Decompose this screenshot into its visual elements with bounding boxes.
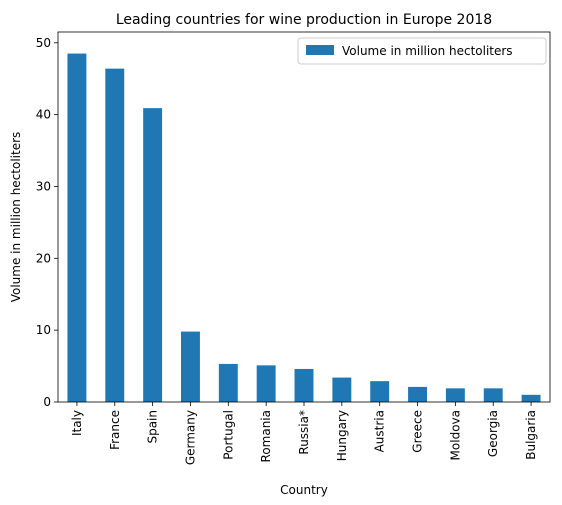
x-tick-label: Bulgaria [524, 410, 538, 460]
bar-russia [294, 368, 314, 402]
x-axis: Italy France Spain Germany Portugal Romania Ru… [70, 402, 538, 465]
bar-greece [408, 386, 427, 402]
x-tick-label: France [108, 410, 122, 450]
x-tick-label: Portugal [221, 410, 235, 460]
y-tick-label: 40 [36, 108, 51, 122]
plot-frame [57, 31, 551, 403]
y-tick-label: 10 [36, 323, 51, 337]
bar-hungary [332, 377, 352, 402]
bar-moldova [445, 388, 465, 402]
bar-spain [143, 108, 163, 403]
legend-label: Volume in million hectoliters [342, 44, 513, 58]
x-tick-label: Hungary [335, 410, 349, 461]
bar-bulgaria [521, 394, 541, 402]
bar-austria [370, 381, 390, 402]
legend-swatch [306, 45, 334, 55]
y-tick-label: 0 [43, 395, 51, 409]
legend-box [297, 37, 547, 65]
bar-italy [67, 53, 87, 402]
y-tick-label: 30 [36, 179, 51, 193]
x-tick-label: Russia* [297, 410, 311, 455]
x-tick-label: Austria [373, 410, 387, 452]
x-tick-label: Germany [183, 410, 197, 465]
chart-title: Leading countries for wine production in… [116, 12, 492, 28]
legend: Volume in million hectoliters [297, 37, 547, 65]
bars-group [67, 53, 541, 403]
y-axis: 0 10 20 30 40 50 [36, 36, 58, 409]
x-tick-label: Greece [411, 410, 425, 453]
bar-portugal [218, 363, 238, 402]
bar-germany [181, 331, 200, 402]
x-tick-label: Italy [70, 410, 84, 436]
x-tick-label: Spain [146, 410, 160, 444]
bar-georgia [483, 388, 503, 402]
x-tick-label: Georgia [486, 410, 500, 457]
x-tick-label: Moldova [448, 410, 462, 460]
x-axis-label: Country [280, 483, 328, 497]
y-axis-label: Volume in million hectoliters [9, 132, 23, 303]
bar-france [105, 68, 125, 402]
x-tick-label: Romania [259, 410, 273, 462]
y-tick-label: 20 [36, 251, 51, 265]
y-tick-label: 50 [36, 36, 51, 50]
bar-romania [256, 365, 276, 402]
